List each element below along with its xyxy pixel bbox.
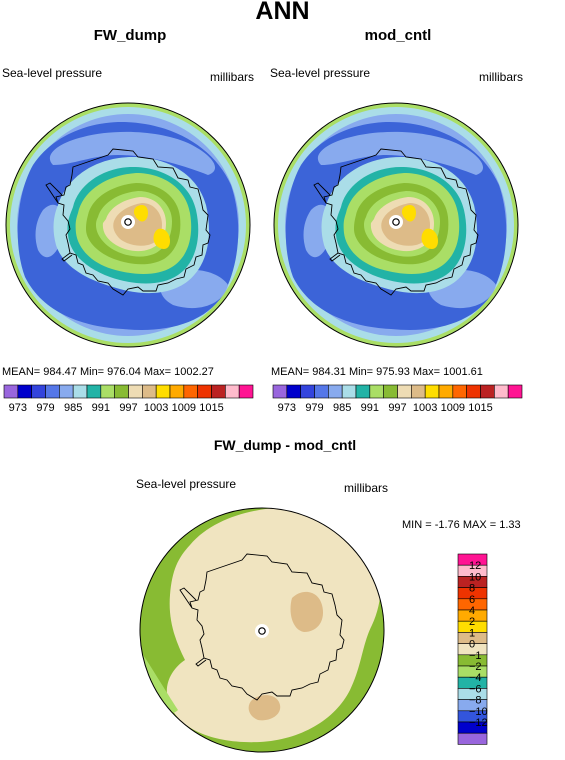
field-label-right: Sea-level pressure	[270, 66, 371, 80]
colorbar-swatch	[480, 384, 495, 399]
colorbar-swatch	[286, 384, 301, 399]
colorbar-swatch	[169, 384, 185, 399]
colorbar-swatch	[369, 384, 384, 399]
field-label-left: Sea-level pressure	[2, 66, 103, 80]
colorbar-swatch	[328, 384, 343, 399]
colorbar-swatch	[494, 384, 509, 399]
colorbar-swatch	[225, 384, 240, 399]
colorbar-swatch	[31, 384, 46, 399]
colorbar-swatch	[100, 384, 115, 399]
colorbar-swatch	[155, 384, 171, 399]
colorbar-tick-label: 10	[469, 571, 481, 583]
colorbar-tick-label: 985	[333, 402, 351, 414]
colorbar-tick-label: 4	[469, 605, 475, 617]
colorbar-swatch	[197, 384, 212, 399]
colorbar-swatch	[438, 384, 454, 399]
colorbar-tick-label: 2	[469, 616, 475, 628]
colorbar-swatch	[411, 384, 426, 399]
colorbar-tick-label: −10	[469, 706, 488, 718]
colorbar-tick-label: 12	[469, 560, 481, 572]
colorbar-tick-label: 1	[469, 627, 475, 639]
map-border-left	[5, 102, 251, 348]
units-label-left: millibars	[210, 70, 255, 84]
colorbar-tick-label: −8	[469, 695, 482, 707]
pole-dot-right	[392, 218, 400, 226]
colorbar-swatch	[142, 384, 157, 399]
colorbar-swatch	[59, 384, 74, 399]
colorbar-tick-label: 6	[469, 594, 475, 606]
colorbar-tick-label: 0	[469, 639, 475, 651]
colorbar-swatch	[86, 384, 102, 399]
pole-marker-right	[389, 215, 403, 229]
colorbar-swatch	[183, 384, 198, 399]
colorbar-tick-label: 997	[119, 402, 137, 414]
colorbar-swatch	[3, 384, 19, 399]
colorbar-tick-label: 1009	[441, 402, 465, 414]
colorbar-tick-label: −6	[469, 683, 482, 695]
colorbar-swatch	[114, 384, 129, 399]
colorbar-tick-label: 1003	[413, 402, 437, 414]
colorbar-swatch	[314, 384, 329, 399]
colorbar-tick-label: −2	[469, 661, 482, 673]
colorbar-tick-label: 1009	[172, 402, 196, 414]
colorbar-tick-label: −12	[469, 717, 488, 729]
stats-diff: MIN = -1.76 MAX = 1.33	[402, 519, 521, 531]
pole-marker-diff	[255, 624, 269, 638]
colorbar-swatch	[72, 384, 88, 399]
colorbar-swatch	[45, 384, 60, 399]
colorbar-swatch	[17, 384, 32, 399]
colorbar-tick-label: −1	[469, 650, 482, 662]
colorbar-tick-label: 8	[469, 583, 475, 595]
colorbar-swatch	[466, 384, 481, 399]
colorbar-tick-label: −4	[469, 672, 482, 684]
colorbar-tick-label: 985	[64, 402, 82, 414]
colorbar-swatch	[507, 384, 523, 399]
stats-left: MEAN= 984.47 Min= 976.04 Max= 1002.27	[2, 366, 214, 378]
units-label-right: millibars	[479, 70, 524, 84]
panel-title-fw-dump: FW_dump	[93, 27, 167, 44]
colorbar-swatch	[355, 384, 371, 399]
pole-dot-diff	[258, 627, 266, 635]
colorbar-swatch	[397, 384, 412, 399]
page-title: ANN	[255, 0, 310, 25]
map-border-diff	[139, 507, 385, 753]
colorbar-tick-label: 973	[9, 402, 27, 414]
colorbar-tick-label: 979	[36, 402, 54, 414]
stats-right: MEAN= 984.31 Min= 975.93 Max= 1001.61	[271, 366, 483, 378]
colorbar-tick-label: 997	[388, 402, 406, 414]
map-border-right	[273, 102, 519, 348]
colorbar-swatch	[128, 384, 143, 399]
colorbar-swatch	[211, 384, 226, 399]
colorbar-swatch	[424, 384, 440, 399]
colorbar-swatch	[238, 384, 254, 399]
units-label-diff: millibars	[344, 481, 389, 495]
panel-title-mod-cntl: mod_cntl	[364, 27, 432, 44]
colorbar-swatch	[452, 384, 467, 399]
colorbar-right: 973 979 985 991 997 1003 1009 1015	[272, 384, 523, 414]
panel-title-diff: FW_dump - mod_cntl	[213, 437, 357, 453]
colorbar-tick-label: 991	[92, 402, 110, 414]
colorbar-tick-label: 1015	[199, 402, 223, 414]
pole-dot-left	[124, 218, 132, 226]
colorbar-tick-label: 973	[278, 402, 296, 414]
colorbar-tick-label: 1015	[468, 402, 492, 414]
colorbar-swatch	[300, 384, 315, 399]
colorbar-left: 973 979 985 991 997 1003 1009 1015	[3, 384, 254, 414]
colorbar-swatch	[341, 384, 357, 399]
colorbar-tick-label: 1003	[144, 402, 168, 414]
colorbar-swatch	[457, 732, 488, 745]
colorbar-tick-label: 991	[361, 402, 379, 414]
pole-marker-left	[121, 215, 135, 229]
colorbar-swatch	[272, 384, 288, 399]
colorbar-swatch	[383, 384, 398, 399]
field-label-diff: Sea-level pressure	[136, 477, 237, 491]
colorbar-tick-label: 979	[305, 402, 323, 414]
